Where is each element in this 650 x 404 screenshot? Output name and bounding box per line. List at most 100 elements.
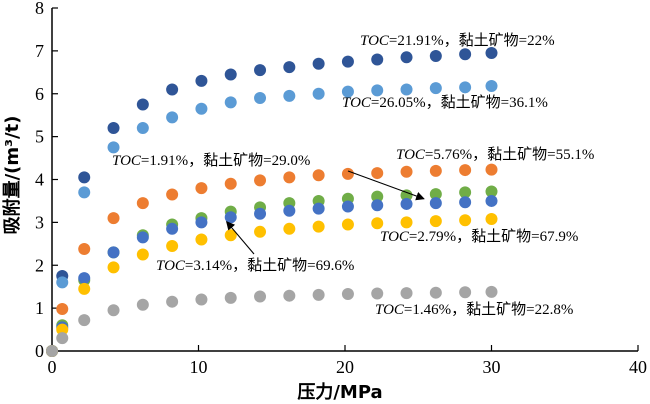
data-point [341, 200, 354, 213]
data-point [312, 220, 325, 233]
data-point [166, 111, 179, 124]
data-point [400, 83, 413, 96]
annotation-arrow [226, 220, 255, 255]
data-point [166, 295, 179, 308]
annotation-text: =26.05%，黏土矿物=36.1% [371, 94, 548, 111]
x-tick-label: 0 [48, 357, 57, 377]
data-point [78, 171, 91, 184]
data-point [195, 233, 208, 246]
x-tick-label: 40 [629, 357, 647, 377]
series-annotation: TOC=1.46%，黏土矿物=22.8% [375, 301, 573, 318]
data-point [56, 302, 69, 315]
data-point [166, 239, 179, 252]
data-point [485, 212, 498, 225]
data-point [166, 83, 179, 96]
data-point [78, 186, 91, 199]
series-annotation: TOC=1.91%，黏土矿物=29.0% [112, 152, 310, 169]
data-point [400, 197, 413, 210]
annotation-text: =21.91%，黏土矿物=22% [389, 32, 555, 49]
data-point [485, 185, 498, 198]
data-point [459, 196, 472, 209]
data-point [283, 204, 296, 217]
data-point [166, 188, 179, 201]
data-point [56, 323, 69, 336]
series-annotation: TOC=26.05%，黏土矿物=36.1% [342, 94, 548, 111]
data-point [254, 225, 267, 238]
data-point [283, 171, 296, 184]
data-point [254, 64, 267, 77]
data-point [107, 141, 120, 154]
data-point [341, 85, 354, 98]
data-point [195, 74, 208, 87]
data-point [400, 51, 413, 64]
series-annotation: TOC=2.79%，黏土矿物=67.9% [380, 228, 578, 245]
data-point [283, 289, 296, 302]
annotation-arrow [347, 170, 425, 201]
data-point [400, 189, 413, 202]
y-tick-label: 4 [35, 170, 44, 190]
data-point [136, 98, 149, 111]
data-point [254, 174, 267, 187]
data-point [283, 61, 296, 74]
data-point [341, 167, 354, 180]
annotation-variable: TOC [375, 302, 405, 318]
data-point [429, 215, 442, 228]
data-point [78, 272, 91, 285]
data-point [107, 304, 120, 317]
data-point [371, 53, 384, 66]
data-point [283, 222, 296, 235]
x-tick-label: 20 [336, 357, 354, 377]
data-point [429, 164, 442, 177]
ticks: 0 10 20 30 40 0 1 2 3 4 5 6 7 8 [35, 0, 647, 377]
data-point [429, 188, 442, 201]
data-point [136, 248, 149, 261]
annotation-variable: TOC [342, 95, 372, 111]
data-point [429, 50, 442, 63]
data-point [400, 216, 413, 229]
y-tick-label: 3 [35, 212, 44, 232]
data-point [254, 207, 267, 220]
data-point [195, 102, 208, 115]
data-point [78, 314, 91, 327]
data-point [459, 186, 472, 199]
data-point [78, 242, 91, 255]
data-point [136, 231, 149, 244]
data-point [485, 80, 498, 93]
data-point [312, 57, 325, 70]
annotation-text: =1.46%，黏土矿物=22.8% [404, 301, 573, 318]
data-point [78, 282, 91, 295]
data-point [429, 197, 442, 210]
y-axis-label: 吸附量/(m³/t) [1, 116, 23, 235]
data-point [341, 218, 354, 231]
data-point [283, 89, 296, 102]
data-point [459, 286, 472, 299]
y-tick-label: 0 [35, 341, 44, 361]
data-point [195, 182, 208, 195]
y-tick-label: 2 [35, 255, 44, 275]
data-point [107, 261, 120, 274]
y-tick-label: 7 [35, 41, 44, 61]
data-point [56, 332, 69, 345]
annotation-variable: TOC [380, 229, 410, 245]
annotation-variable: TOC [360, 33, 390, 49]
data-point [224, 291, 237, 304]
data-point [224, 229, 237, 242]
data-point [107, 212, 120, 225]
data-point [371, 199, 384, 212]
data-point [107, 246, 120, 259]
data-point [312, 202, 325, 215]
annotation-text: =1.91%，黏土矿物=29.0% [141, 152, 310, 169]
data-point [371, 190, 384, 203]
annotation-text: =2.79%，黏土矿物=67.9% [409, 228, 578, 245]
data-point [312, 87, 325, 100]
data-point [56, 276, 69, 289]
annotation-text: =3.14%，黏土矿物=69.6% [185, 257, 354, 274]
data-point [400, 165, 413, 178]
data-point [254, 290, 267, 303]
data-point [224, 211, 237, 224]
data-point [107, 122, 120, 135]
annotation-variable: TOC [112, 153, 142, 169]
series-annotation: TOC=21.91%，黏土矿物=22% [360, 32, 555, 49]
data-point [485, 47, 498, 60]
